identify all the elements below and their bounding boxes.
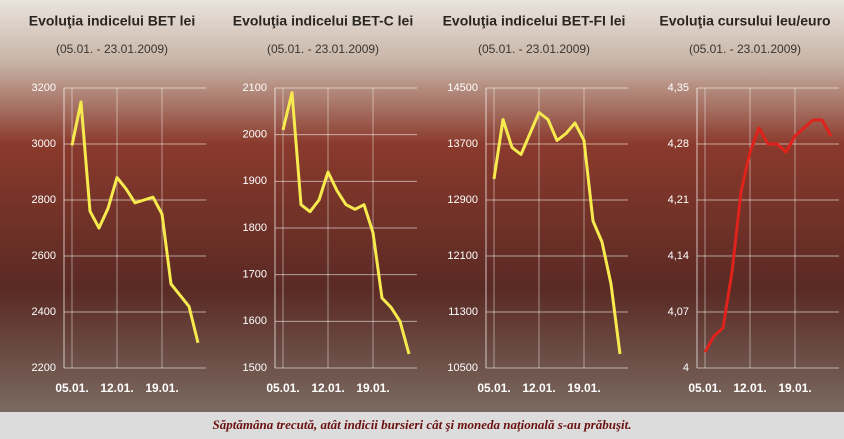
chart-subtitle: (05.01. - 23.01.2009) (689, 42, 801, 56)
chart-title: Evoluţia indicelui BET lei (29, 13, 195, 29)
y-tick-label: 2100 (243, 82, 267, 94)
y-tick-label: 2800 (32, 194, 56, 206)
x-tick-label: 19.01. (356, 381, 389, 395)
x-tick-label: 12.01. (733, 381, 766, 395)
chart-title: Evoluţia indicelui BET-C lei (233, 13, 413, 29)
x-tick-label: 05.01. (266, 381, 299, 395)
y-tick-label: 1500 (243, 362, 267, 374)
y-tick-label: 3200 (32, 82, 56, 94)
y-tick-label: 2000 (243, 129, 267, 141)
y-tick-label: 1600 (243, 315, 267, 327)
x-tick-label: 19.01. (778, 381, 811, 395)
y-tick-label: 4,14 (668, 250, 689, 262)
x-tick-label: 12.01. (311, 381, 344, 395)
y-tick-label: 13700 (447, 138, 478, 150)
chart-subtitle: (05.01. - 23.01.2009) (56, 42, 168, 56)
background-photo (0, 0, 844, 412)
y-tick-label: 4,35 (668, 82, 689, 94)
y-tick-label: 1800 (243, 222, 267, 234)
chart-subtitle: (05.01. - 23.01.2009) (478, 42, 590, 56)
x-tick-label: 19.01. (567, 381, 600, 395)
y-tick-label: 2600 (32, 250, 56, 262)
y-tick-label: 12900 (447, 194, 478, 206)
y-tick-label: 1900 (243, 175, 267, 187)
y-tick-label: 2200 (32, 362, 56, 374)
x-tick-label: 12.01. (522, 381, 555, 395)
x-tick-label: 12.01. (100, 381, 133, 395)
x-tick-label: 19.01. (145, 381, 178, 395)
y-tick-label: 3000 (32, 138, 56, 150)
chart-subtitle: (05.01. - 23.01.2009) (267, 42, 379, 56)
chart-title: Evoluţia cursului leu/euro (659, 13, 830, 29)
x-tick-label: 05.01. (477, 381, 510, 395)
y-tick-label: 11300 (448, 306, 478, 318)
caption: Săptămâna trecută, atât indicii bursieri… (213, 417, 632, 432)
y-tick-label: 12100 (447, 250, 478, 262)
y-tick-label: 10500 (447, 362, 478, 374)
y-tick-label: 14500 (447, 82, 478, 94)
y-tick-label: 4,28 (668, 138, 689, 150)
y-tick-label: 1700 (243, 269, 267, 281)
y-tick-label: 2400 (32, 306, 56, 318)
chart-title: Evoluţia indicelui BET-FI lei (443, 13, 626, 29)
x-tick-label: 05.01. (688, 381, 721, 395)
x-tick-label: 05.01. (55, 381, 88, 395)
y-tick-label: 4 (683, 362, 689, 374)
y-tick-label: 4,21 (668, 194, 689, 206)
y-tick-label: 4,07 (668, 306, 689, 318)
infographic: Săptămâna trecută, atât indicii bursieri… (0, 0, 844, 439)
